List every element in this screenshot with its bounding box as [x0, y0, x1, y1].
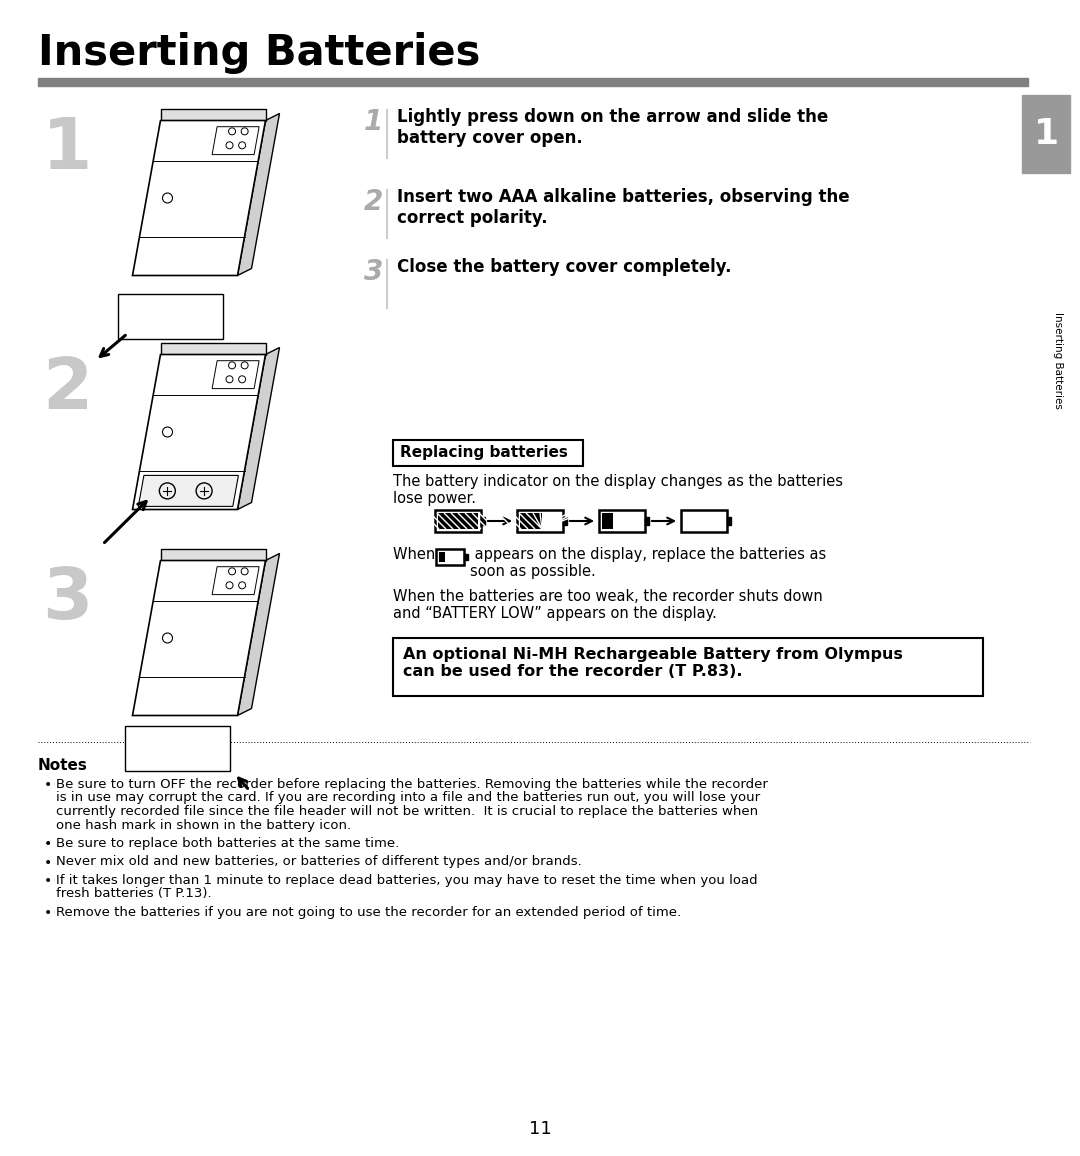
Text: appears on the display, replace the batteries as
soon as possible.: appears on the display, replace the batt…: [470, 547, 826, 579]
Bar: [481, 517, 485, 525]
Bar: [681, 510, 727, 532]
Bar: [436, 549, 464, 565]
Polygon shape: [161, 342, 266, 355]
Text: Be sure to replace both batteries at the same time.: Be sure to replace both batteries at the…: [56, 837, 400, 850]
Polygon shape: [133, 355, 266, 510]
Text: When the batteries are too weak, the recorder shuts down
and “BATTERY LOW” appea: When the batteries are too weak, the rec…: [393, 590, 823, 622]
Text: 11: 11: [528, 1120, 552, 1138]
Text: •: •: [44, 778, 52, 792]
Bar: [438, 513, 478, 529]
Text: •: •: [44, 874, 52, 888]
Bar: [563, 517, 567, 525]
Text: Remove the batteries if you are not going to use the recorder for an extended pe: Remove the batteries if you are not goin…: [56, 906, 681, 919]
Text: currently recorded file since the file header will not be written.  It is crucia: currently recorded file since the file h…: [56, 805, 758, 818]
Polygon shape: [238, 554, 280, 716]
Bar: [517, 510, 563, 532]
Text: fresh batteries (Т P.13).: fresh batteries (Т P.13).: [56, 888, 212, 901]
Bar: [38, 77, 1028, 86]
Polygon shape: [138, 475, 239, 506]
Bar: [435, 510, 481, 532]
Polygon shape: [118, 294, 222, 339]
Polygon shape: [161, 109, 266, 120]
Polygon shape: [238, 348, 280, 510]
Polygon shape: [133, 561, 266, 716]
Polygon shape: [161, 548, 266, 561]
Text: Inserting Batteries: Inserting Batteries: [1053, 312, 1063, 408]
Bar: [393, 440, 583, 466]
Text: An optional Ni-MH Rechargeable Battery from Olympus
can be used for the recorder: An optional Ni-MH Rechargeable Battery f…: [403, 647, 903, 680]
Polygon shape: [133, 120, 266, 275]
Bar: [645, 517, 649, 525]
Text: 2: 2: [364, 188, 383, 216]
Text: one hash mark in shown in the battery icon.: one hash mark in shown in the battery ic…: [56, 818, 351, 831]
Text: 1: 1: [42, 114, 93, 184]
Text: •: •: [44, 855, 52, 869]
Text: 2: 2: [42, 355, 92, 424]
Text: Close the battery cover completely.: Close the battery cover completely.: [397, 258, 731, 276]
Text: 3: 3: [42, 565, 93, 633]
Text: 1: 1: [1034, 117, 1058, 151]
Bar: [438, 553, 445, 562]
Text: If it takes longer than 1 minute to replace dead batteries, you may have to rese: If it takes longer than 1 minute to repl…: [56, 874, 758, 887]
Text: The battery indicator on the display changes as the batteries
lose power.: The battery indicator on the display cha…: [393, 474, 843, 506]
Bar: [602, 513, 613, 529]
Text: 1: 1: [364, 108, 383, 136]
Text: Be sure to turn OFF the recorder before replacing the batteries. Removing the ba: Be sure to turn OFF the recorder before …: [56, 778, 768, 791]
Text: When: When: [393, 547, 440, 562]
Bar: [1022, 95, 1070, 173]
Text: •: •: [44, 837, 52, 851]
Text: Replacing batteries: Replacing batteries: [400, 445, 568, 460]
Text: Notes: Notes: [38, 758, 87, 773]
Bar: [464, 554, 468, 561]
Polygon shape: [124, 726, 229, 771]
Bar: [519, 513, 542, 529]
Text: is in use may corrupt the card. If you are recording into a file and the batteri: is in use may corrupt the card. If you a…: [56, 792, 760, 805]
Bar: [599, 510, 645, 532]
Text: Inserting Batteries: Inserting Batteries: [38, 32, 481, 74]
Text: 3: 3: [364, 258, 383, 286]
Text: Insert two AAA alkaline batteries, observing the
correct polarity.: Insert two AAA alkaline batteries, obser…: [397, 188, 850, 227]
Bar: [519, 513, 542, 529]
Text: Never mix old and new batteries, or batteries of different types and/or brands.: Never mix old and new batteries, or batt…: [56, 855, 582, 868]
Polygon shape: [238, 113, 280, 275]
Text: Lightly press down on the arrow and slide the
battery cover open.: Lightly press down on the arrow and slid…: [397, 108, 828, 147]
Text: •: •: [44, 906, 52, 920]
Bar: [727, 517, 731, 525]
Bar: [393, 638, 983, 696]
